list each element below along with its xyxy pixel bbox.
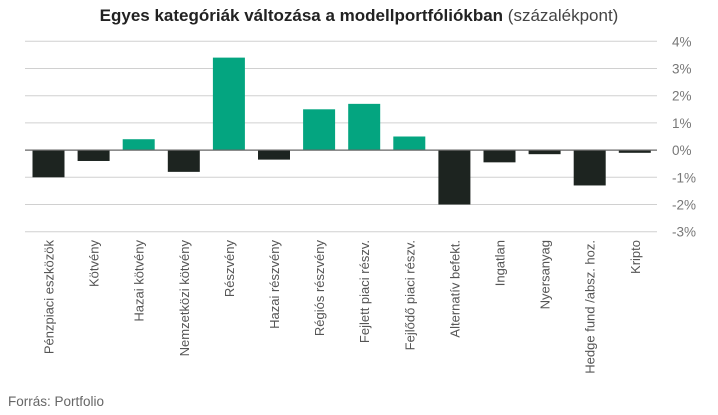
bar <box>528 150 561 155</box>
source-note: Forrás: Portfolio <box>8 394 105 409</box>
bar <box>212 57 245 151</box>
x-tick-label: Alternatív befekt. <box>447 240 462 338</box>
y-tick-label: -3% <box>672 225 696 240</box>
x-tick-label: Hedge fund /absz. hoz. <box>583 240 598 374</box>
bar <box>438 150 471 205</box>
x-tick-label: Hazai részvény <box>267 240 282 329</box>
y-tick-label: 0% <box>672 143 692 158</box>
bar <box>258 150 290 160</box>
x-tick-label: Ingatlan <box>493 240 508 286</box>
y-tick-label: 2% <box>672 89 692 104</box>
x-tick-label: Régiós részvény <box>312 240 327 337</box>
title-unit: (százalékpont) <box>507 6 619 25</box>
bar <box>618 150 651 153</box>
x-tick-label: Kötvény <box>87 240 102 287</box>
y-tick-label: -2% <box>672 198 696 213</box>
bar <box>167 150 200 172</box>
x-tick-label: Részvény <box>222 240 237 298</box>
bar <box>122 139 155 151</box>
bar <box>32 150 65 178</box>
y-tick-label: -1% <box>672 170 696 185</box>
x-tick-label: Hazai kötvény <box>132 240 147 322</box>
bar <box>483 150 516 163</box>
bar <box>393 136 426 151</box>
y-tick-label: 4% <box>672 34 692 49</box>
x-tick-label: Kripto <box>628 240 643 274</box>
x-tick-label: Nemzetközi kötvény <box>177 240 192 357</box>
y-tick-label: 1% <box>672 116 692 131</box>
x-tick-label: Fejlett piaci részv. <box>357 240 372 343</box>
title-text: Egyes kategóriák változása a modellportf… <box>99 6 504 25</box>
bar <box>573 150 606 186</box>
x-tick-label: Fejlődő piaci részv. <box>402 240 417 350</box>
x-tick-label: Pénzpiaci eszközök <box>42 240 57 355</box>
bar <box>348 103 381 151</box>
bar <box>77 150 110 161</box>
y-tick-label: 3% <box>672 62 692 77</box>
bar <box>303 109 336 151</box>
chart-title: Egyes kategóriák változása a modellportf… <box>0 6 718 26</box>
x-tick-label: Nyersanyag <box>538 240 553 309</box>
